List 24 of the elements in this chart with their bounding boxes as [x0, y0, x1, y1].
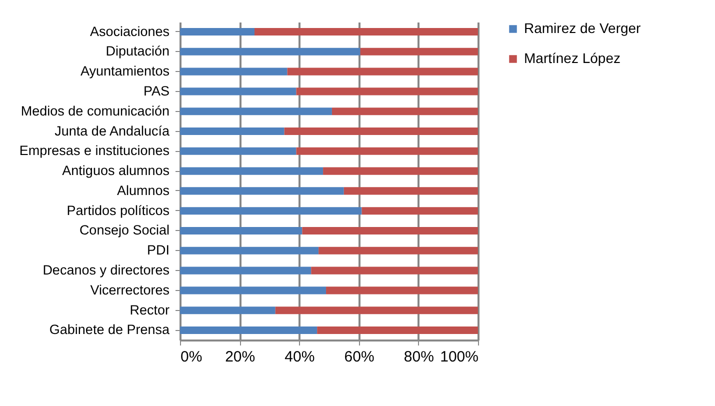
- y-tick-label: Ayuntamientos: [80, 64, 170, 79]
- y-tick-label: Empresas e instituciones: [19, 143, 170, 158]
- y-tick-label: Decanos y directores: [42, 262, 170, 278]
- y-tick-label: Antiguos alumnos: [62, 163, 170, 178]
- y-tick-label: PAS: [143, 83, 170, 98]
- y-tick-label: Partidos políticos: [66, 202, 170, 218]
- y-tick-label: Gabinete de Prensa: [49, 322, 170, 338]
- y-tick-label: Vicerrectores: [90, 282, 170, 298]
- legend-label: Martínez López: [524, 50, 620, 66]
- x-tick-label: 80%: [404, 348, 434, 366]
- y-tick-label: Rector: [130, 302, 170, 318]
- y-tick-label: Junta de Andalucía: [54, 123, 170, 138]
- x-tick-label: 0%: [180, 348, 202, 366]
- y-tick-label: Alumnos: [116, 182, 170, 198]
- x-tick-label: 20%: [225, 348, 256, 366]
- y-tick-label: Medios de comunicación: [20, 103, 170, 118]
- y-tick-label: Consejo Social: [79, 222, 170, 238]
- y-tick-label: Asociaciones: [90, 24, 170, 39]
- y-tick-label: PDI: [146, 242, 170, 258]
- y-tick-label: Diputación: [106, 44, 170, 59]
- x-tick-label: 60%: [344, 348, 374, 366]
- x-tick-label: 40%: [284, 348, 315, 366]
- legend-label: Ramirez de Verger: [524, 20, 642, 36]
- x-tick-label: 100%: [440, 348, 478, 366]
